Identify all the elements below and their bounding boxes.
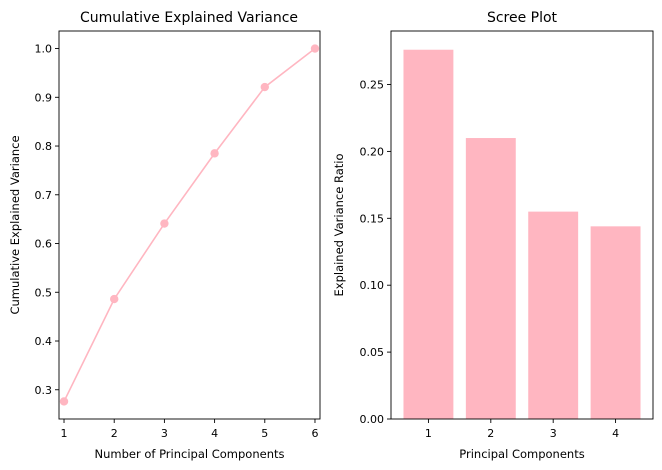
y-tick-label: 0.5: [35, 286, 53, 299]
data-point: [210, 149, 219, 158]
y-axis-label: Cumulative Explained Variance: [8, 135, 22, 314]
x-tick-label: 2: [487, 427, 494, 440]
series-line: [63, 47, 316, 402]
y-axis-label: Explained Variance Ratio: [332, 154, 346, 297]
bar: [528, 211, 579, 419]
data-point: [160, 219, 169, 228]
x-axis-label: Principal Components: [459, 447, 584, 461]
x-tick-label: 1: [425, 427, 432, 440]
scree-plot-chart: Scree Plot 1 2 3 40.000.050.100.150.200.25 …: [332, 10, 654, 461]
data-point: [310, 44, 320, 53]
y-tick-label: 0.10: [360, 279, 385, 292]
y-tick-label: 0.05: [360, 346, 385, 359]
axis-ticks: 1 2 3 4 5 6 0.3 0.4 0.5 0.6 0.7 0.8 0.9 1.0: [35, 43, 319, 440]
bar: [403, 49, 454, 420]
y-tick-label: 0.6: [35, 238, 53, 251]
plot-frame: [58, 30, 321, 420]
y-tick-label: 0.00: [360, 413, 385, 426]
plot-frame: [390, 30, 654, 420]
y-tick-label: 0.8: [35, 140, 53, 153]
y-tick-label: 0.20: [360, 145, 385, 158]
cumulative-variance-chart: Cumulative Explained Variance 1 2 3 4 5 6 0.3 0…: [8, 10, 321, 461]
y-tick-label: 0.25: [360, 79, 385, 92]
data-point: [260, 82, 269, 92]
axis-ticks: 1 2 3 4 0.00 0.05 0.10 0.15 0.20 0.25: [360, 79, 620, 440]
data-point: [59, 397, 69, 406]
plot-marks: [403, 49, 641, 420]
x-tick-label: 4: [211, 427, 218, 440]
x-tick-label: 3: [161, 427, 168, 440]
chart-title: Scree Plot: [487, 10, 558, 26]
y-tick-label: 0.7: [35, 189, 53, 202]
x-tick-label: 6: [311, 427, 318, 440]
y-tick-label: 0.4: [35, 335, 53, 348]
chart-title: Cumulative Explained Variance: [80, 10, 298, 26]
bar: [465, 138, 516, 419]
y-tick-label: 0.9: [35, 91, 53, 104]
x-tick-label: 5: [261, 427, 268, 440]
x-tick-label: 2: [111, 427, 118, 440]
bar: [590, 226, 641, 419]
y-tick-label: 0.3: [35, 384, 53, 397]
data-point: [110, 294, 119, 304]
y-tick-label: 0.15: [360, 212, 385, 225]
x-tick-label: 1: [61, 427, 68, 440]
x-tick-label: 4: [612, 427, 619, 440]
x-axis-label: Number of Principal Components: [94, 447, 284, 461]
x-tick-label: 3: [550, 427, 557, 440]
y-tick-label: 1.0: [35, 43, 53, 56]
plot-marks: [59, 44, 320, 406]
